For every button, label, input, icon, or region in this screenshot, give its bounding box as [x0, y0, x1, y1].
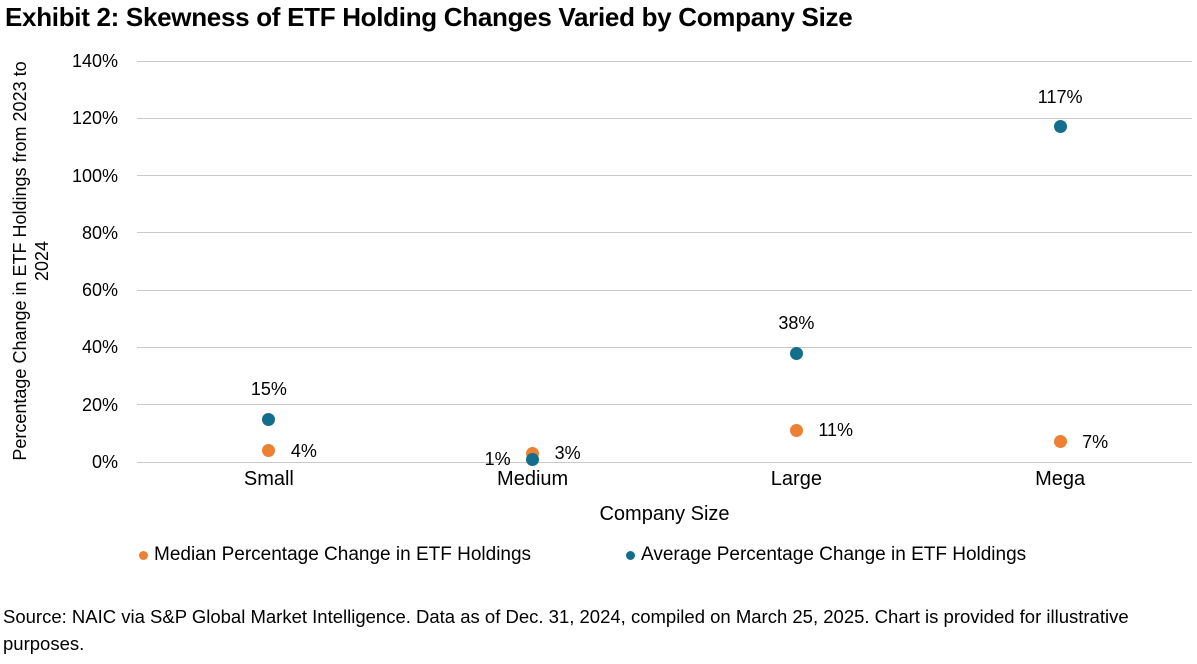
y-tick-label: 20%	[81, 394, 118, 415]
x-category-label: Medium	[497, 468, 569, 490]
y-tick-label: 120%	[71, 108, 118, 129]
gridline	[137, 404, 1192, 406]
gridline	[137, 346, 1192, 348]
median-legend-marker-icon	[139, 550, 148, 560]
data-point	[262, 444, 276, 458]
data-point-label: 1%	[484, 449, 511, 470]
data-point-label: 7%	[1082, 431, 1109, 452]
legend-item-median: Median Percentage Change in ETF Holdings	[139, 543, 531, 567]
source-note: Source: NAIC via S&P Global Market Intel…	[3, 606, 1129, 654]
data-point-label: 117%	[1037, 86, 1083, 107]
gridline	[137, 175, 1192, 177]
data-point	[526, 452, 540, 466]
legend-item-average: Average Percentage Change in ETF Holding…	[626, 543, 1026, 567]
data-point	[1053, 435, 1067, 449]
gridline	[137, 60, 1192, 62]
y-tick-label: 140%	[71, 51, 118, 71]
y-tick-label: 40%	[81, 337, 118, 358]
gridline	[137, 117, 1192, 119]
gridline	[137, 289, 1192, 291]
data-point	[789, 423, 803, 437]
data-point-label: 15%	[250, 379, 287, 400]
data-point	[1053, 120, 1067, 134]
data-point-label: 4%	[290, 440, 317, 461]
data-point	[789, 346, 803, 360]
gridline	[137, 232, 1192, 234]
y-tick-label: 80%	[81, 222, 118, 243]
chart-title: Exhibit 2: Skewness of ETF Holding Chang…	[5, 2, 853, 32]
legend-label-average: Average Percentage Change in ETF Holding…	[641, 544, 1027, 565]
data-point-label: 3%	[554, 443, 581, 464]
data-point-label: 38%	[778, 313, 815, 334]
x-category-label: Small	[243, 468, 294, 490]
average-legend-marker-icon	[626, 550, 635, 560]
y-tick-label: 100%	[71, 165, 118, 186]
y-tick-label: 0%	[91, 452, 118, 472]
y-tick-label: 60%	[81, 280, 118, 301]
x-category-label: Large	[770, 468, 822, 490]
data-point	[262, 412, 276, 426]
x-category-label: Mega	[1035, 468, 1086, 490]
data-point-label: 11%	[818, 420, 854, 441]
legend-label-median: Median Percentage Change in ETF Holdings	[154, 544, 532, 565]
x-axis-title: Company Size	[599, 503, 730, 525]
gridline	[137, 461, 1192, 463]
